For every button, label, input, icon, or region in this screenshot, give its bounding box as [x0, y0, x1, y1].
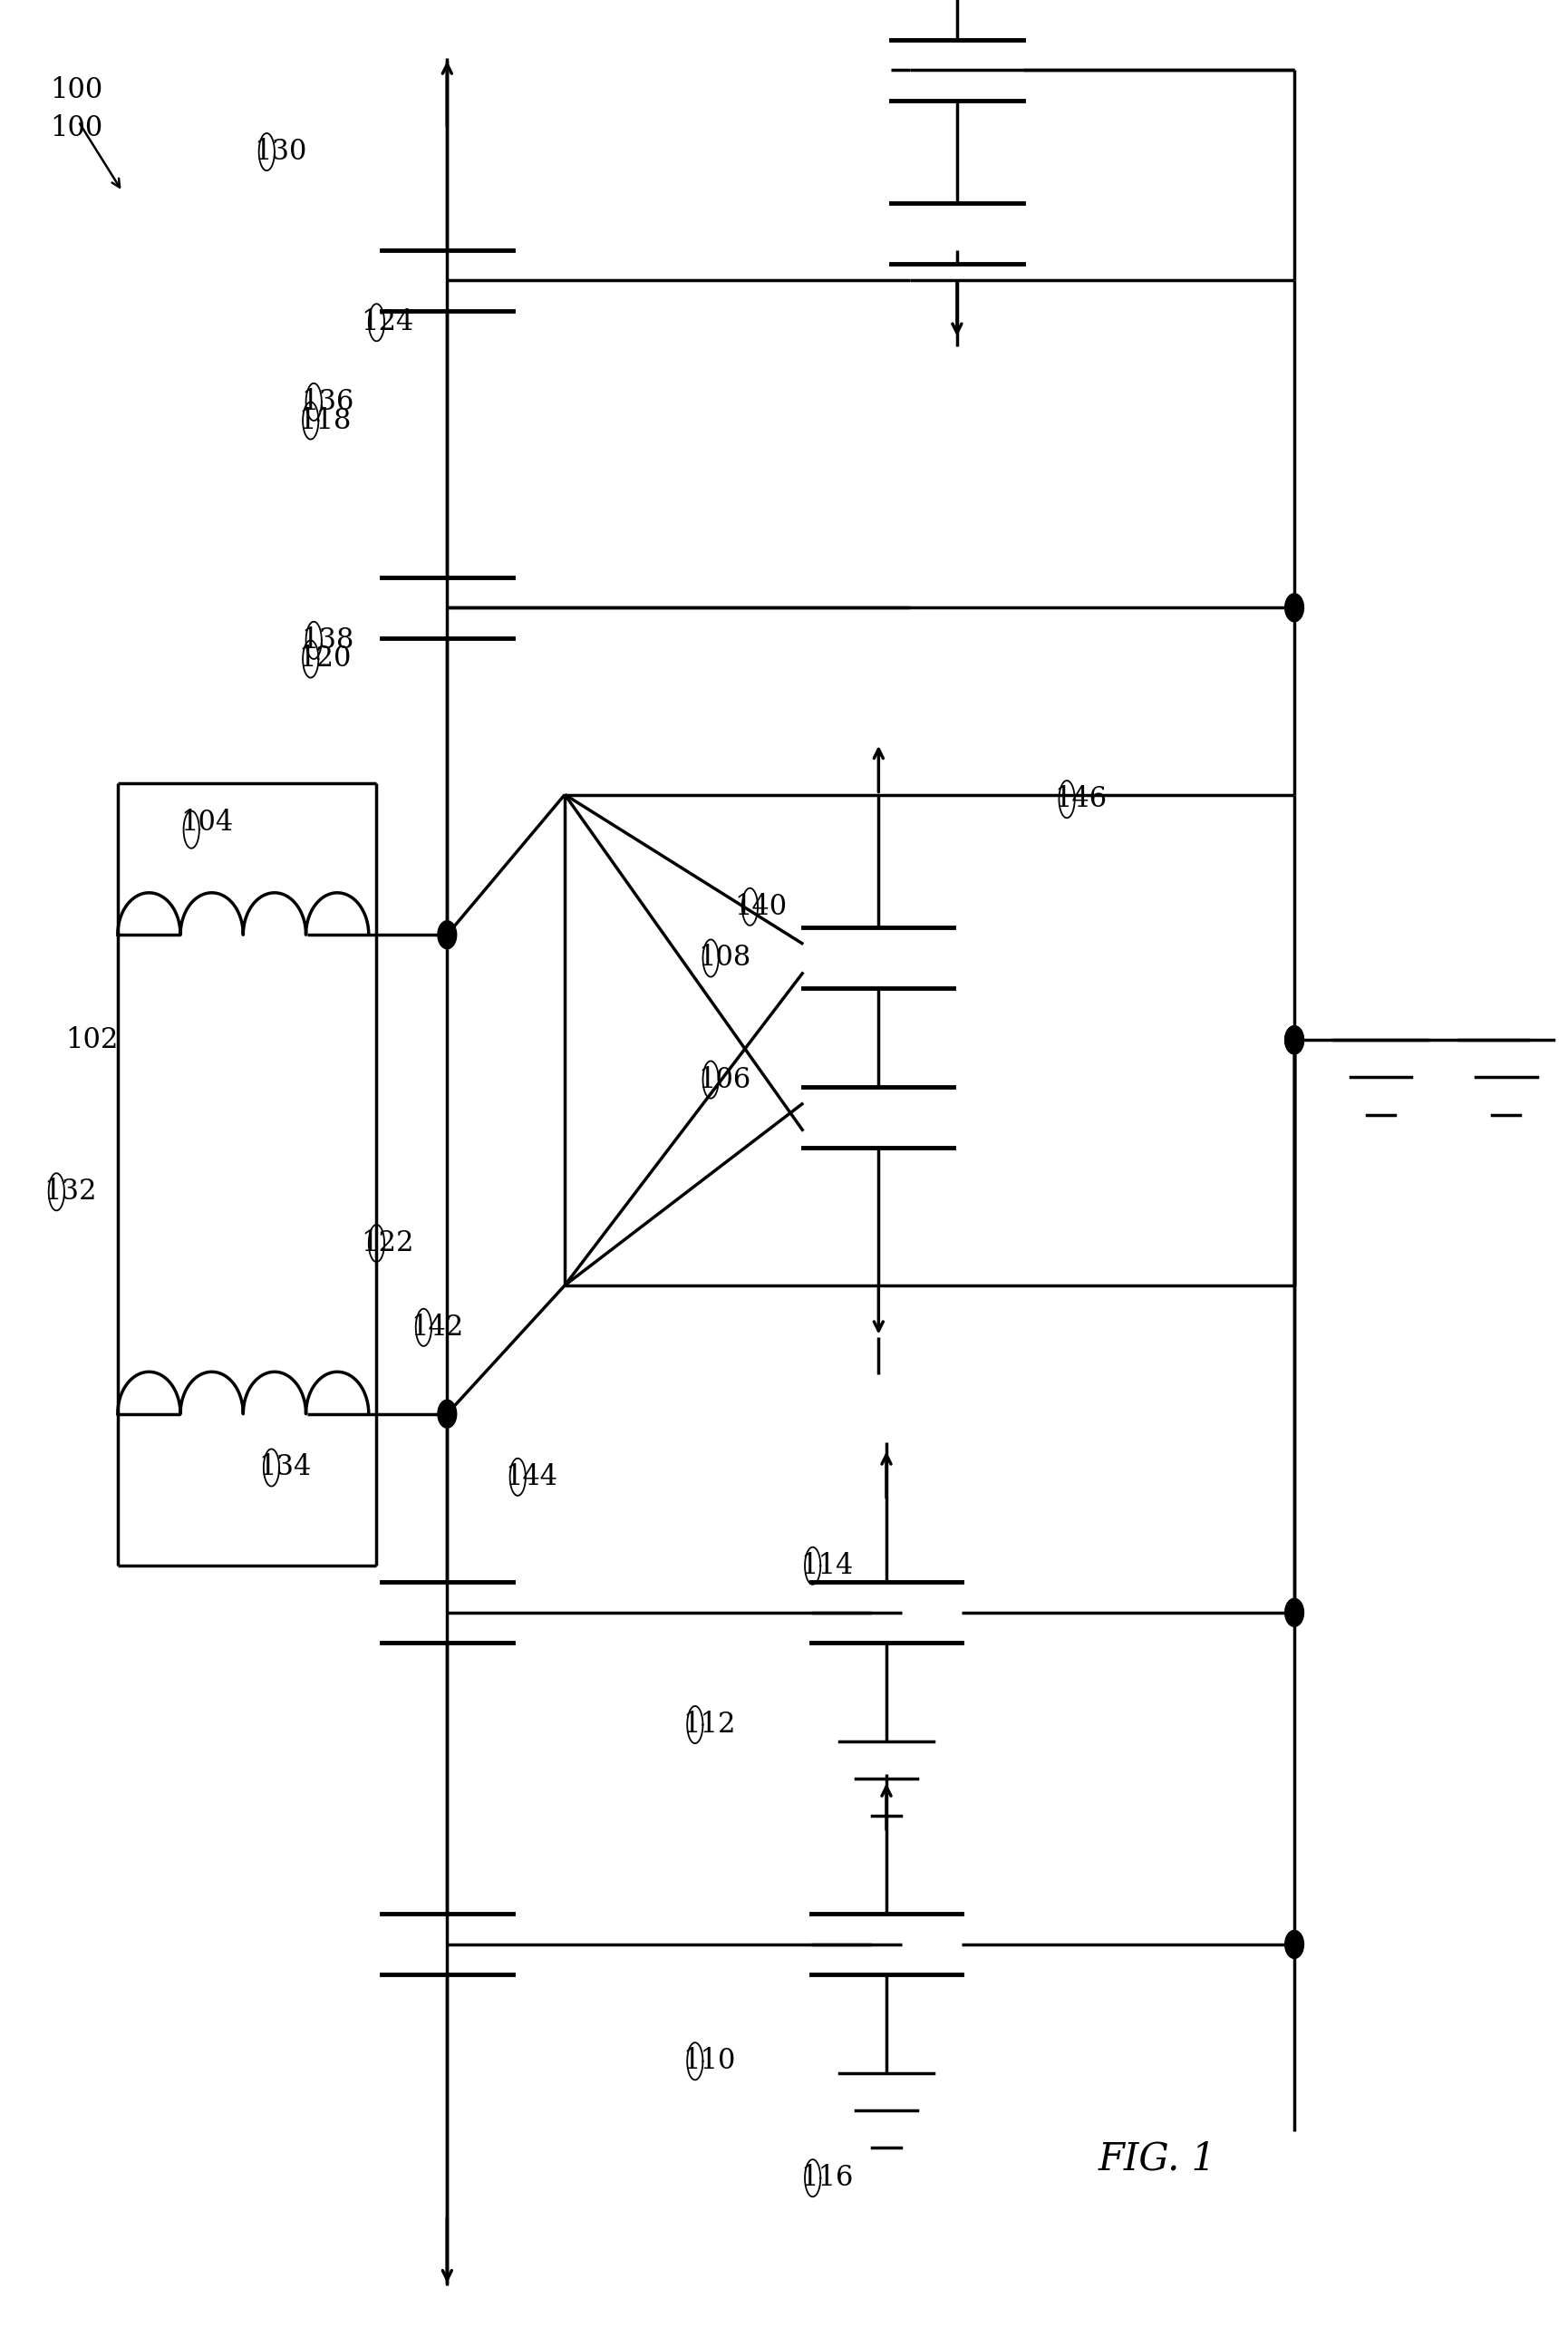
Circle shape — [1284, 1599, 1303, 1627]
Text: 112: 112 — [682, 1711, 735, 1739]
Text: 144: 144 — [505, 1463, 558, 1491]
Text: 102: 102 — [66, 1026, 119, 1054]
Text: 146: 146 — [1054, 785, 1107, 813]
Text: 104: 104 — [180, 809, 234, 837]
Circle shape — [1284, 1026, 1303, 1054]
Text: 120: 120 — [298, 645, 351, 673]
Circle shape — [1284, 594, 1303, 622]
Text: 136: 136 — [301, 388, 354, 416]
Text: 130: 130 — [254, 138, 307, 166]
Text: 138: 138 — [301, 626, 354, 654]
Circle shape — [1284, 1930, 1303, 1958]
Circle shape — [437, 921, 456, 949]
Text: FIG. 1: FIG. 1 — [1098, 2141, 1215, 2178]
Text: 124: 124 — [361, 308, 414, 337]
Text: 132: 132 — [44, 1178, 97, 1206]
Text: 114: 114 — [800, 1552, 853, 1580]
Text: 134: 134 — [259, 1454, 312, 1482]
Text: 100: 100 — [50, 115, 103, 143]
Text: 110: 110 — [682, 2047, 735, 2075]
Text: 122: 122 — [361, 1229, 414, 1257]
Text: 108: 108 — [698, 944, 751, 972]
Text: 142: 142 — [411, 1313, 464, 1341]
Text: 116: 116 — [800, 2164, 853, 2192]
Text: 100: 100 — [50, 77, 103, 105]
Text: 140: 140 — [734, 893, 787, 921]
Circle shape — [437, 1400, 456, 1428]
Text: 118: 118 — [298, 407, 351, 435]
Text: 106: 106 — [698, 1066, 751, 1094]
Circle shape — [1284, 1026, 1303, 1054]
